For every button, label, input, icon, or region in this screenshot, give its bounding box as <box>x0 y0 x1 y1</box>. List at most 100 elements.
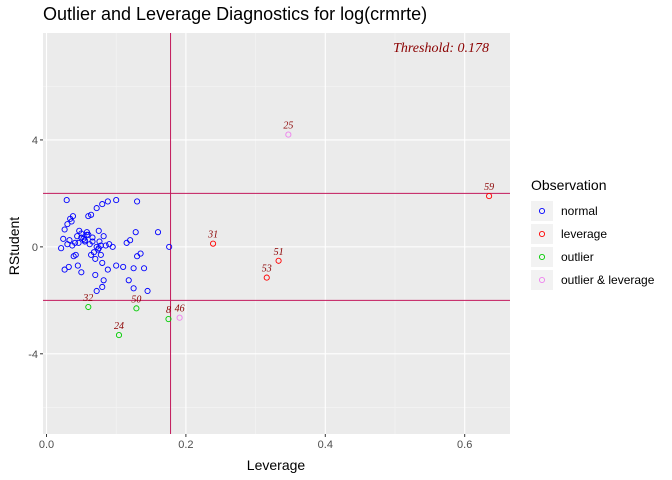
legend-key-background <box>531 201 553 221</box>
leverage-point <box>486 193 493 200</box>
normal-point <box>100 277 107 284</box>
normal-point <box>83 231 90 238</box>
point-label: 46 <box>175 304 185 315</box>
normal-point <box>99 259 106 266</box>
legend-item-label: normal <box>561 204 598 218</box>
legend-key-background <box>531 270 553 290</box>
normal-point <box>134 253 141 260</box>
normal-point <box>89 238 96 245</box>
normal-point <box>134 198 141 205</box>
y-tick-label: 4 <box>32 135 38 147</box>
point-label: 59 <box>484 182 494 193</box>
normal-point <box>120 263 127 270</box>
normal-point <box>88 211 95 218</box>
legend-key-background <box>531 224 553 244</box>
normal-point <box>72 239 79 246</box>
point-label: 50 <box>131 294 141 305</box>
normal-point <box>99 201 106 208</box>
y-tick-label: -4 <box>28 349 38 361</box>
x-tick-label: 0.2 <box>178 439 193 451</box>
point-label: 24 <box>114 321 124 332</box>
normal-point <box>95 245 102 252</box>
panel-background <box>43 33 510 434</box>
normal-point <box>113 262 120 269</box>
legend-key-symbol <box>538 207 546 215</box>
normal-point <box>74 262 81 269</box>
normal-point <box>61 226 68 233</box>
normal-point <box>132 229 139 236</box>
x-tick-label: 0.4 <box>318 439 333 451</box>
normal-point <box>97 251 104 258</box>
legend-key-background <box>531 247 553 267</box>
outlier-leverage-point <box>285 131 292 138</box>
chart-title: Outlier and Leverage Diagnostics for log… <box>43 4 427 24</box>
outlier-point <box>85 303 92 311</box>
legend-key-symbol <box>538 230 546 238</box>
legend-key-symbol <box>538 276 546 284</box>
normal-point <box>95 227 102 234</box>
point-label: 31 <box>207 230 218 241</box>
point-label: 32 <box>82 293 93 304</box>
normal-point <box>78 269 85 276</box>
normal-point <box>72 251 79 258</box>
normal-point <box>74 233 81 240</box>
normal-point <box>69 213 77 220</box>
normal-point <box>130 265 137 272</box>
normal-point <box>75 239 82 246</box>
normal-point <box>64 221 71 228</box>
leverage-point <box>263 274 270 281</box>
normal-point <box>68 218 75 225</box>
normal-point <box>66 237 73 244</box>
normal-point <box>141 265 148 272</box>
point-label: 53 <box>262 264 272 275</box>
normal-point <box>144 287 151 295</box>
legend-item-label: outlier <box>561 250 594 264</box>
legend: Observation normal leverage outlier outlier… <box>531 177 655 290</box>
normal-point <box>96 238 103 245</box>
normal-point <box>113 197 120 204</box>
point-label: 8 <box>166 305 171 316</box>
normal-point <box>127 237 134 244</box>
x-tick-label: 0.0 <box>39 439 54 451</box>
normal-point <box>89 234 96 241</box>
normal-point <box>92 255 99 262</box>
outlier-point <box>165 315 172 323</box>
normal-point <box>63 197 70 204</box>
outlier-point <box>133 305 140 312</box>
normal-point <box>154 229 162 236</box>
normal-point <box>130 285 137 292</box>
normal-point <box>93 287 100 295</box>
outlier-point <box>115 332 123 339</box>
leverage-point <box>275 257 282 264</box>
normal-point <box>99 283 106 291</box>
normal-point <box>104 266 111 273</box>
normal-point <box>100 233 107 240</box>
legend-item-label: leverage <box>561 227 607 241</box>
normal-point <box>109 243 116 250</box>
normal-point <box>85 213 92 220</box>
legend-key-symbol <box>538 253 546 261</box>
normal-point <box>61 266 68 273</box>
point-label: 51 <box>274 247 284 258</box>
x-tick-label: 0.6 <box>457 439 472 451</box>
normal-point <box>81 237 88 244</box>
legend-title: Observation <box>531 177 606 193</box>
y-axis-title: RStudent <box>6 217 22 275</box>
normal-point <box>125 277 132 284</box>
y-tick-label: 0 <box>32 242 38 254</box>
normal-point <box>104 198 111 205</box>
legend-item-label: outlier & leverage <box>561 273 655 287</box>
normal-point <box>90 249 97 256</box>
outlier-leverage-point <box>176 314 183 321</box>
x-axis-title: Leverage <box>247 457 306 473</box>
normal-point <box>166 243 173 250</box>
normal-point <box>78 230 85 237</box>
normal-point <box>60 235 67 242</box>
threshold-annotation: Threshold: 0.178 <box>393 41 489 56</box>
point-label: 25 <box>283 121 293 132</box>
normal-point <box>92 271 99 278</box>
normal-point <box>58 245 65 252</box>
normal-point <box>65 263 72 270</box>
